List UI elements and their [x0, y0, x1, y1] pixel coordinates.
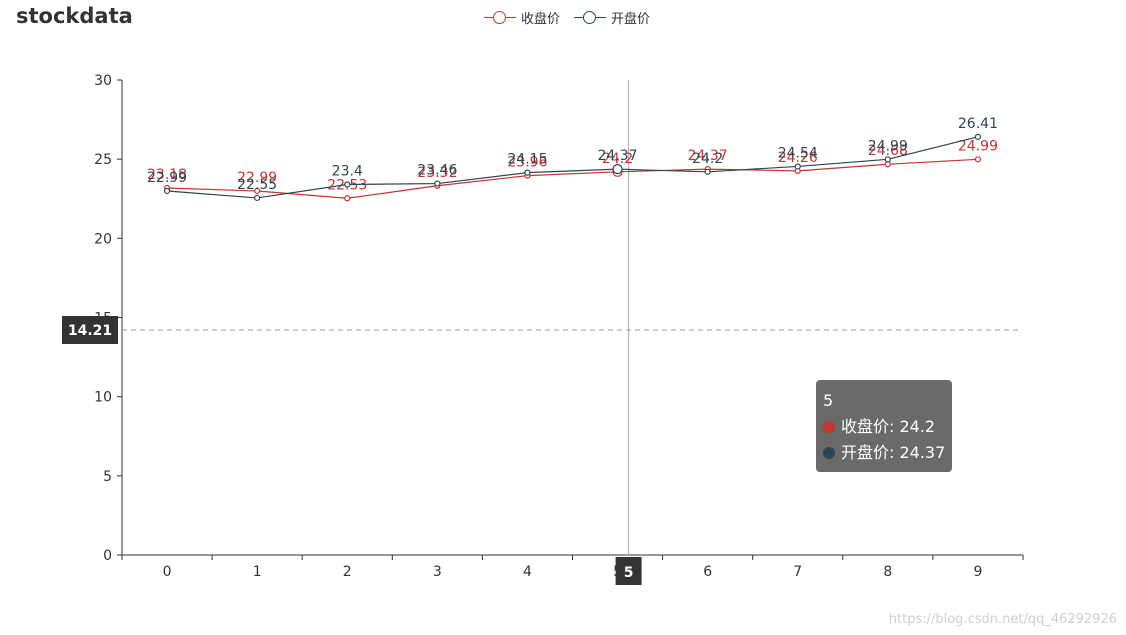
- data-label: 24.99: [958, 138, 998, 154]
- data-label: 24.26: [778, 150, 818, 166]
- data-label: 23.96: [507, 155, 547, 171]
- axis-pointer-y-badge: [62, 316, 118, 345]
- tooltip-dot-close: [823, 421, 835, 433]
- data-point[interactable]: [974, 133, 982, 140]
- legend-label-open: 开盘价: [611, 12, 651, 27]
- data-label: 23.4: [332, 164, 363, 180]
- data-point[interactable]: [704, 168, 711, 175]
- tooltip-text-close: 收盘价: 24.2: [841, 417, 936, 436]
- x-tick-label: 8: [883, 564, 892, 580]
- data-label: 23.46: [417, 163, 457, 179]
- x-tick-label: 9: [973, 564, 982, 580]
- axis-pointer-x-label: 5: [624, 565, 634, 581]
- data-point[interactable]: [344, 181, 351, 188]
- data-label: 24.68: [868, 143, 908, 159]
- series-line-1: [167, 136, 979, 199]
- y-tick-label: 30: [94, 73, 112, 89]
- data-label: 24.2: [602, 151, 633, 167]
- tooltip-row-close: 收盘价: 24.2: [823, 414, 945, 440]
- data-point[interactable]: [254, 194, 261, 202]
- chart-title: stockdata: [16, 4, 133, 28]
- data-point[interactable]: [163, 187, 171, 195]
- x-tick-label: 4: [523, 564, 532, 580]
- series-line-0: [167, 158, 978, 199]
- legend-item-open[interactable]: 开盘价: [574, 8, 650, 27]
- axis-pointer-x-badge: [615, 557, 642, 585]
- legend-marker-close: [484, 10, 516, 25]
- data-label: 24.37: [598, 148, 638, 164]
- watermark: https://blog.csdn.net/qq_46292926: [888, 612, 1117, 627]
- data-point[interactable]: [254, 187, 261, 195]
- x-tick-label: 6: [703, 564, 712, 580]
- data-point[interactable]: [612, 164, 623, 175]
- data-point[interactable]: [884, 161, 891, 168]
- tooltip-row-open: 开盘价: 24.37: [823, 440, 945, 466]
- y-tick-label: 0: [103, 548, 112, 564]
- legend-label-close: 收盘价: [521, 12, 561, 27]
- y-tick-label: 25: [94, 152, 112, 168]
- data-label: 24.15: [507, 152, 547, 168]
- y-tick-label: 10: [94, 390, 112, 406]
- x-tick-label: 7: [793, 564, 802, 580]
- x-tick-label: 0: [163, 564, 172, 580]
- axis-pointer-y-label: 14.21: [68, 323, 112, 339]
- data-label: 26.41: [958, 116, 998, 132]
- data-point[interactable]: [524, 169, 531, 176]
- data-label: 22.99: [147, 170, 187, 186]
- y-tick-label: 20: [94, 231, 112, 247]
- x-tick-label: 3: [433, 564, 442, 580]
- legend-item-close[interactable]: 收盘价: [484, 8, 560, 27]
- legend: 收盘价 开盘价: [484, 8, 650, 27]
- data-label: 24.99: [868, 138, 908, 154]
- tooltip-text-open: 开盘价: 24.37: [841, 443, 946, 462]
- data-label: 22.99: [237, 170, 277, 186]
- data-point[interactable]: [974, 156, 982, 163]
- data-label: 24.37: [688, 148, 728, 164]
- data-point[interactable]: [794, 163, 801, 170]
- legend-marker-open: [574, 10, 607, 25]
- y-tick-label: 5: [103, 469, 112, 485]
- x-tick-label: 1: [253, 564, 262, 580]
- data-label: 24.54: [778, 145, 818, 161]
- data-point[interactable]: [434, 180, 441, 187]
- data-point[interactable]: [884, 156, 891, 163]
- data-label: 23.18: [147, 167, 187, 183]
- tooltip-dot-open: [823, 447, 835, 459]
- tooltip-title: 5: [823, 391, 834, 410]
- x-tick-label: 2: [343, 564, 352, 580]
- data-point[interactable]: [344, 195, 351, 202]
- tooltip: 5 收盘价: 24.2 开盘价: 24.37: [816, 380, 953, 472]
- data-label: 22.55: [237, 177, 277, 193]
- data-label: 24.2: [692, 151, 723, 167]
- data-label: 23.32: [417, 165, 457, 181]
